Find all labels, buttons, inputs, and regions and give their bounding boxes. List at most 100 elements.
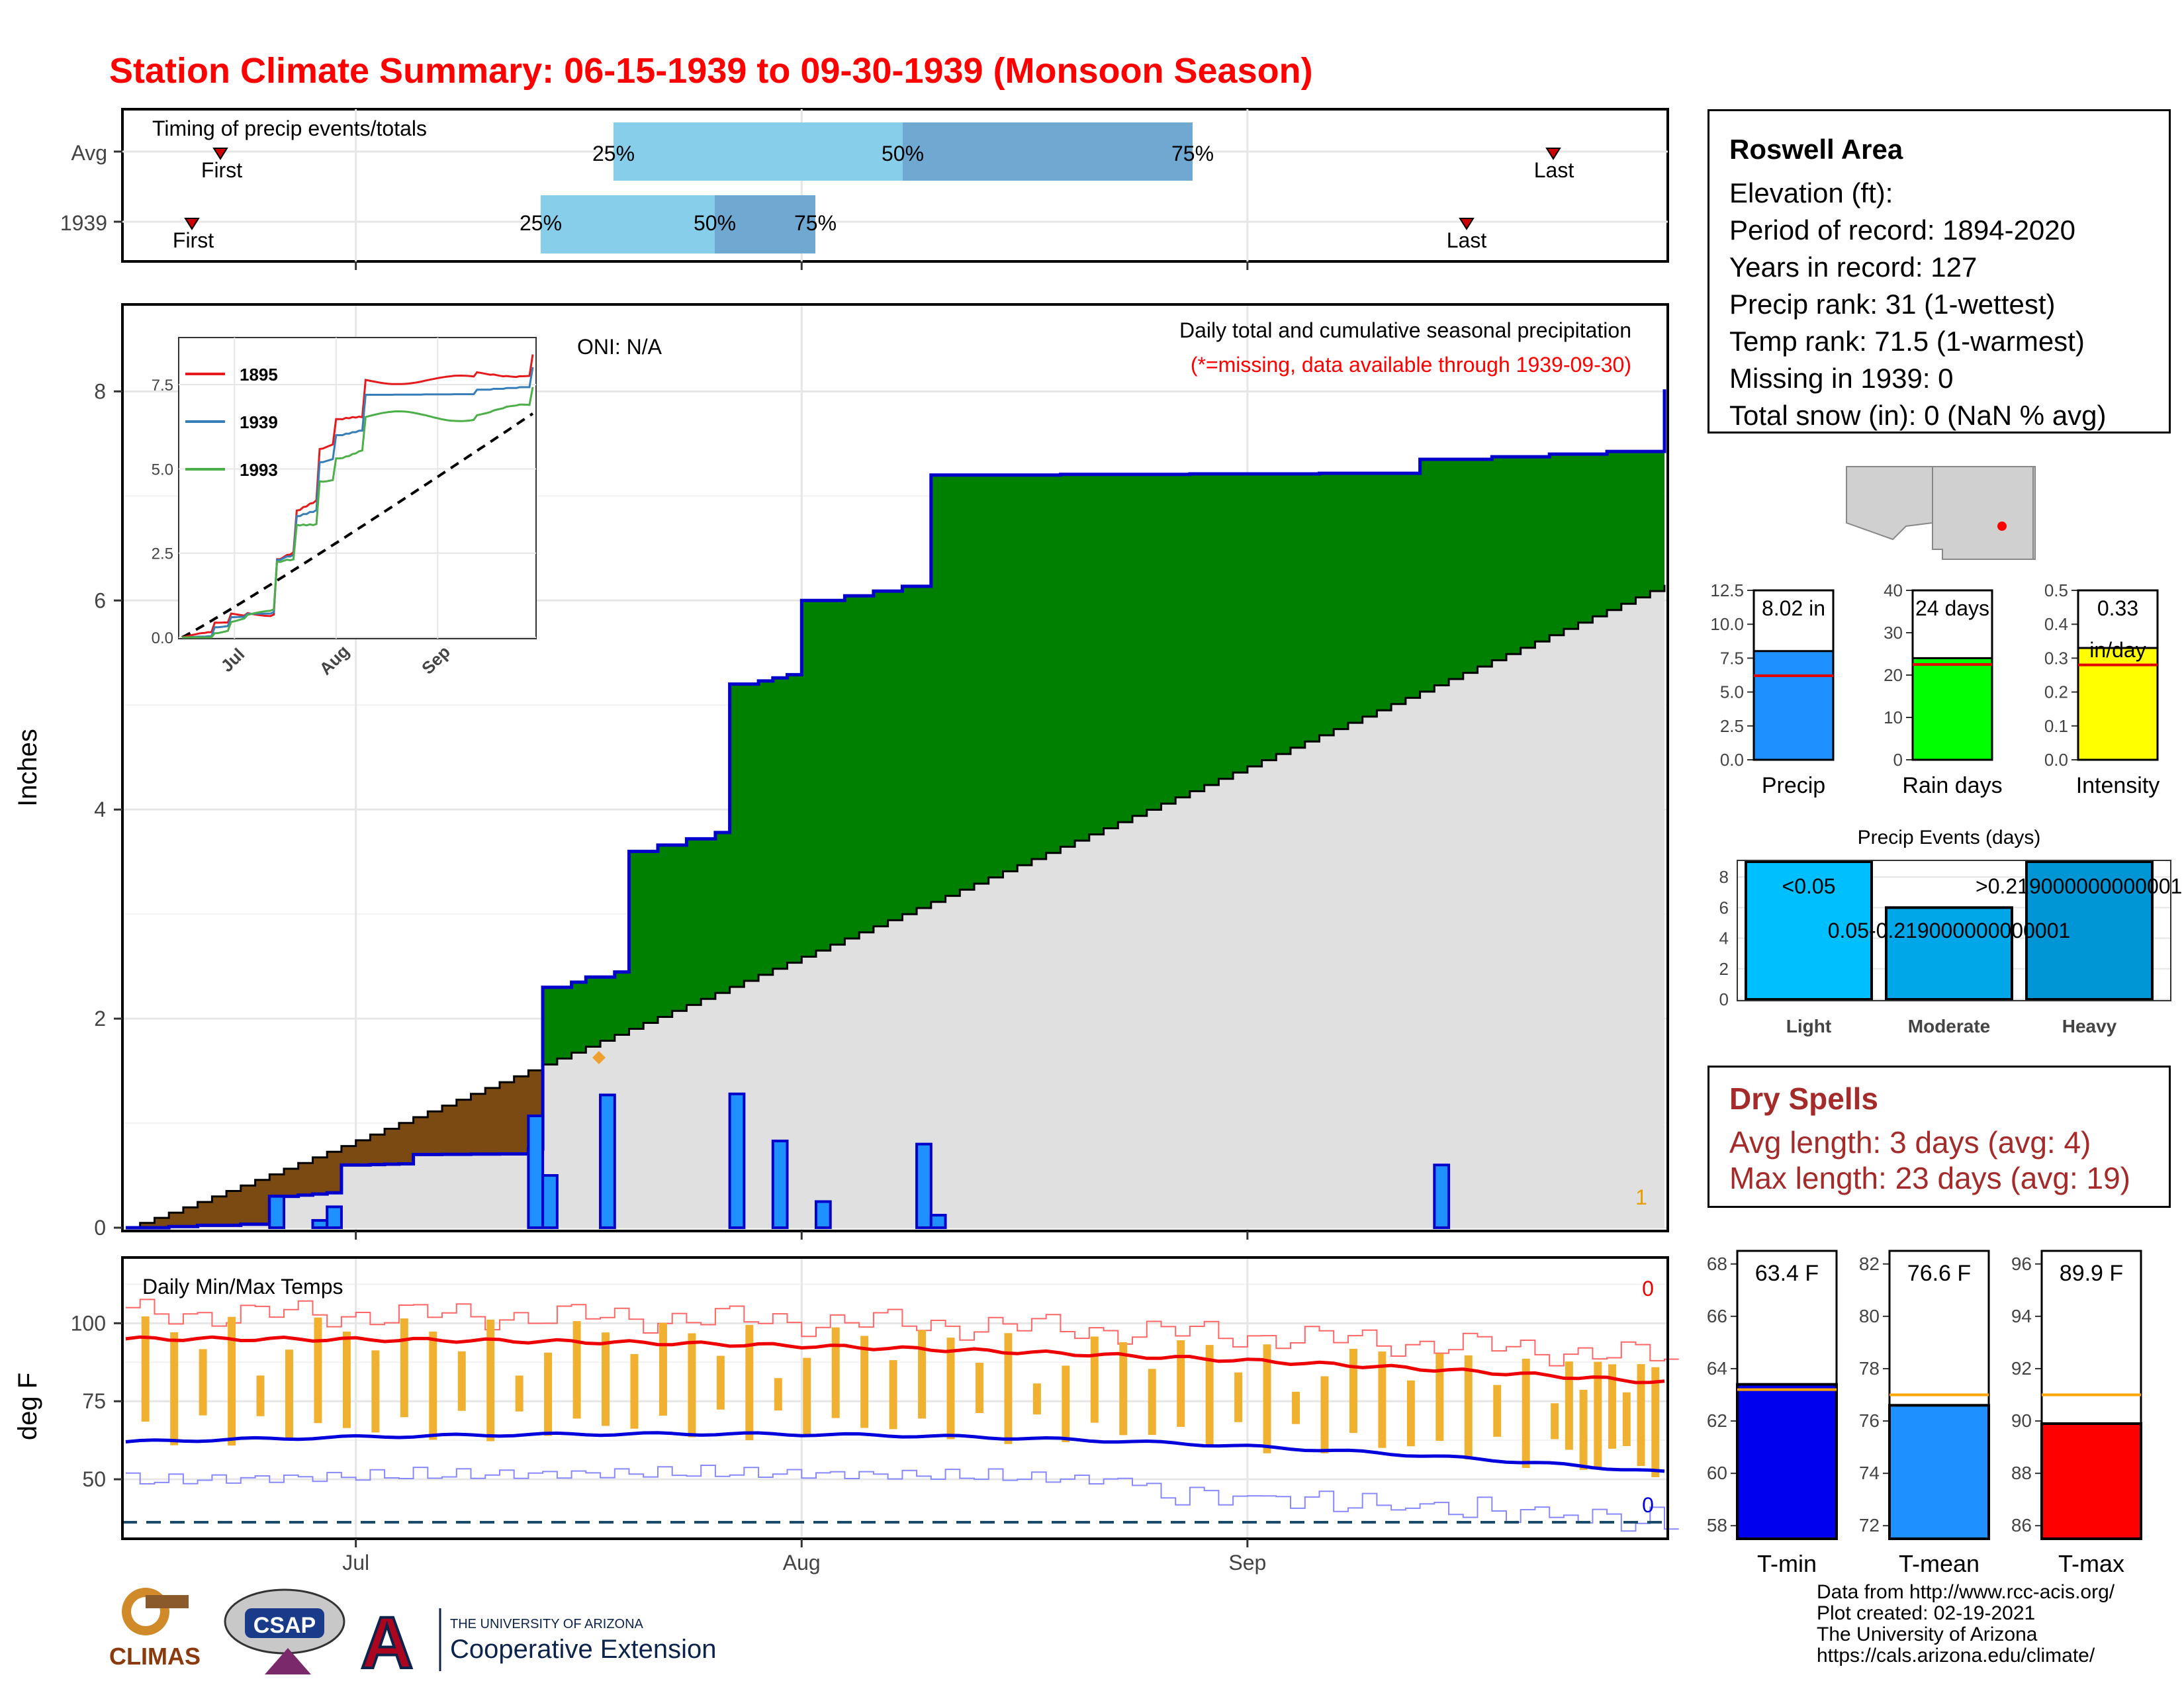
timing-1939-p25: 25% <box>520 211 562 235</box>
event-label-light: <0.05 <box>1782 874 1836 898</box>
climas-logo-text: CLIMAS <box>109 1643 201 1670</box>
daily-temp-bar <box>1565 1361 1573 1450</box>
daily-temp-bar <box>1004 1333 1013 1444</box>
temp-summary-tick-label: 90 <box>2011 1410 2032 1431</box>
event-bar <box>1745 860 1873 1001</box>
actual-cumulative-line <box>126 389 1666 1230</box>
daily-temp-bar <box>1349 1348 1357 1434</box>
daily-temp-bar <box>515 1375 523 1412</box>
timing-title: Timing of precip events/totals <box>152 116 427 140</box>
daily-temp-bar <box>976 1363 983 1414</box>
summary-tick-label: 10 <box>1884 708 1903 727</box>
oni-label: ONI: N/A <box>577 335 662 359</box>
daily-temp-bar <box>1522 1359 1530 1468</box>
temp-summary-tick-label: 96 <box>2011 1254 2032 1274</box>
event-bar <box>1885 906 2013 1001</box>
timing-avg-first-marker <box>212 148 228 160</box>
daily-temp-bar <box>1579 1389 1588 1470</box>
daily-temp-bar <box>256 1375 265 1416</box>
daily-temp-bar <box>1464 1355 1473 1460</box>
temp-summary-tick-label: 80 <box>1859 1306 1880 1326</box>
daily-temp-bar <box>630 1353 639 1429</box>
daily-precip-bar <box>527 1114 545 1230</box>
inset-line-1895 <box>181 354 534 639</box>
daily-precip-bar <box>814 1200 832 1229</box>
temp-summary-tick-label: 74 <box>1859 1463 1880 1483</box>
timing-1939-last-marker <box>1459 218 1475 230</box>
csap-logo-text: CSAP <box>253 1613 316 1638</box>
timing-avg-p75: 75% <box>1171 142 1214 165</box>
summary-tick-label: 0.2 <box>2044 682 2068 702</box>
summary-bar <box>1752 650 1835 761</box>
station-precip-rank: Precip rank: 31 (1-wettest) <box>1729 289 2056 320</box>
missing-count: 1 <box>1635 1185 1647 1209</box>
temp-summary-tick-label: 86 <box>2011 1515 2032 1535</box>
temp-summary-bar <box>2040 1422 2142 1540</box>
event-label-moderate: 0.05-0.219000000000001 <box>1828 919 2071 942</box>
temp-summary-tick-label: 88 <box>2011 1463 2032 1483</box>
daily-temp-bar <box>228 1316 236 1446</box>
daily-temp-bar <box>141 1316 150 1422</box>
summary-value: 0.33 <box>2097 596 2138 620</box>
precip-ytick-label: 2 <box>94 1007 106 1030</box>
temp-summary-tick-label: 64 <box>1707 1358 1727 1379</box>
timing-1939-first-marker <box>184 218 200 230</box>
daily-temp-bar <box>371 1350 380 1433</box>
timing-1939-iqr-high <box>715 195 815 253</box>
daily-precip-bar <box>728 1092 746 1230</box>
daily-temp-bar <box>400 1318 408 1418</box>
daily-temp-bar <box>1493 1385 1502 1437</box>
temp-summary-value: 89.9 F <box>2060 1261 2123 1286</box>
daily-temp-bar <box>1594 1361 1602 1468</box>
daily-precip-bar <box>311 1218 329 1230</box>
daily-precip-bar <box>326 1205 343 1229</box>
events-tick-label: 6 <box>1719 897 1729 917</box>
daily-temp-bar <box>1205 1345 1214 1447</box>
summary-tick-label: 12.5 <box>1710 580 1744 600</box>
record-max-line <box>126 1299 1679 1367</box>
temp-summary-tick-label: 68 <box>1707 1254 1727 1274</box>
daily-temp-bar <box>544 1352 553 1436</box>
summary-tick-label: 2.5 <box>1720 716 1744 736</box>
inset-ytick-label: 5.0 <box>152 461 173 479</box>
daily-temp-bar <box>1234 1372 1243 1422</box>
daily-precip-bar <box>771 1139 789 1229</box>
summary-tick-label: 0.4 <box>2044 614 2068 634</box>
inset-legend-1993: 1993 <box>240 460 278 480</box>
temp-ytick-label: 100 <box>71 1311 106 1335</box>
daily-temp-bar <box>716 1355 725 1410</box>
daily-precip-bar <box>541 1174 559 1229</box>
credits-line-2: Plot created: 02-19-2021 <box>1817 1602 2036 1624</box>
avg-min-line <box>125 1431 1665 1473</box>
daily-temp-bar <box>831 1327 840 1418</box>
daily-temp-bar <box>1119 1342 1128 1436</box>
daily-temp-bar <box>889 1360 897 1430</box>
timing-avg-iqr-low <box>614 122 903 181</box>
temperature-summary-bars: 58 60 62 64 66 68 63.4 F T-min 72 74 76 78 80 82 76.6 … <box>1707 1250 2142 1577</box>
daily-precip-bar <box>915 1142 933 1229</box>
temp-panel: Daily Min/Max Temps 0 0 deg F 50 75 100 Ju… <box>13 1256 1679 1575</box>
logos-bar: CLIMAS CSAP A THE UNIVERSITY OF ARIZONA … <box>106 1582 768 1685</box>
station-name: Roswell Area <box>1729 134 1903 165</box>
event-bar <box>2025 860 2154 1001</box>
precip-panel: Inches 0 2 4 6 8 Daily total and cumulative … <box>13 303 1669 1240</box>
credits-line-1: Data from http://www.rcc-acis.org/ <box>1817 1581 2115 1603</box>
daily-temp-bar <box>688 1333 696 1438</box>
timing-row-1939: 1939 <box>60 211 107 235</box>
daily-temp-bar <box>918 1330 927 1419</box>
temp-xtick-label: Aug <box>783 1551 821 1575</box>
station-period: Period of record: 1894-2020 <box>1729 214 2076 246</box>
ua-line-2: Cooperative Extension <box>450 1635 716 1664</box>
temp-summary-tick-label: 82 <box>1859 1254 1880 1274</box>
daily-temp-bar <box>314 1317 322 1424</box>
temp-xtick-label: Jul <box>342 1551 369 1575</box>
daily-temp-bar <box>572 1321 581 1419</box>
credits-line-4: https://cals.arizona.edu/climate/ <box>1817 1645 2095 1667</box>
temp-summary-tick-label: 60 <box>1707 1463 1727 1483</box>
daily-temp-bar <box>1622 1392 1631 1446</box>
summary-tick-label: 30 <box>1884 623 1903 643</box>
temp-summary-label: T-min <box>1757 1550 1817 1577</box>
event-category-label: Heavy <box>2062 1016 2117 1036</box>
timing-avg-last-marker <box>1545 148 1561 160</box>
